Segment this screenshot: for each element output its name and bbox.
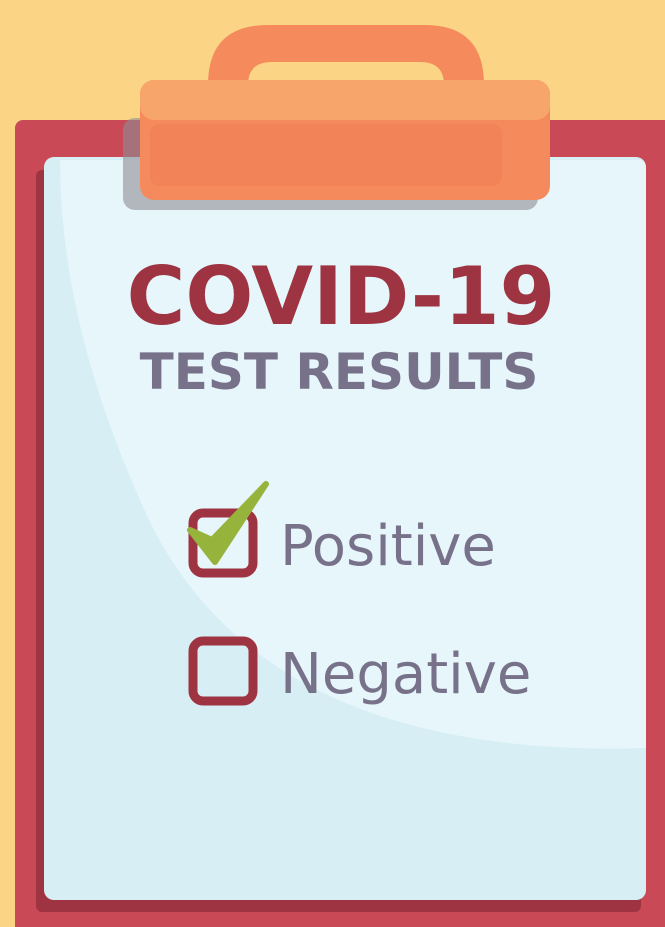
option-label[interactable]: Negative <box>280 642 531 707</box>
illustration: COVID-19 TEST RESULTS Positive Negative <box>0 0 665 927</box>
option-label[interactable]: Positive <box>280 514 496 579</box>
title: COVID-19 <box>127 250 556 343</box>
subtitle: TEST RESULTS <box>140 343 539 401</box>
page: COVID-19 TEST RESULTS PositiveNegative (… <box>0 0 665 927</box>
clip-inner <box>150 124 502 186</box>
clip-top <box>140 80 550 120</box>
